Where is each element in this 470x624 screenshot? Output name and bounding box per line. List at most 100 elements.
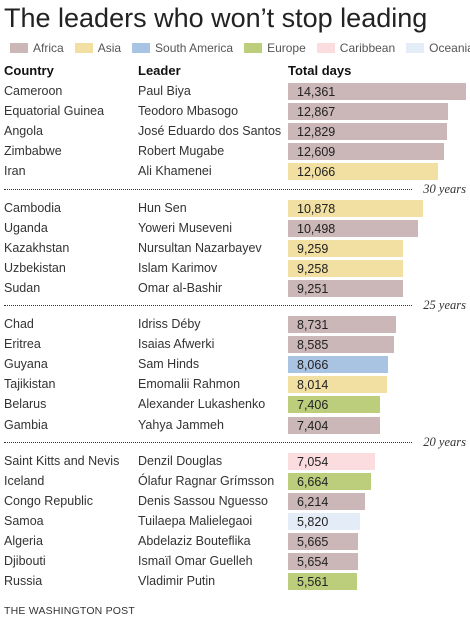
leader-label: Alexander Lukashenko	[138, 397, 266, 412]
bar-value-label: 12,829	[297, 125, 336, 140]
bar-saint-kitts-and-nevis	[288, 452, 376, 470]
table-row: Samoa Tuilaepa Malielegaoi 5,820	[0, 512, 470, 532]
bar-zimbabwe	[288, 143, 445, 161]
table-row: Algeria Abdelaziz Bouteflika 5,665	[0, 532, 470, 552]
legend-item-oceania: Oceania	[406, 41, 470, 55]
leader-label: Tuilaepa Malielegaoi	[138, 513, 253, 528]
source-credit: THE WASHINGTON POST	[4, 605, 135, 617]
bar-belarus	[288, 396, 380, 414]
country-label: Saint Kitts and Nevis	[4, 453, 120, 468]
country-label: Chad	[4, 317, 34, 331]
divider-line	[4, 305, 412, 306]
bar-value-label: 9,259	[297, 241, 329, 256]
bar-samoa	[288, 512, 361, 530]
bar-value-label: 8,014	[297, 378, 329, 393]
bar-value-label: 8,066	[297, 358, 329, 373]
legend-swatch	[10, 43, 28, 53]
chart-title: The leaders who won’t stop leading	[4, 3, 428, 33]
country-label: Gambia	[4, 417, 48, 432]
country-label: Iceland	[4, 473, 45, 488]
bar-value-label: 5,665	[297, 535, 329, 549]
legend-item-south-america: South America	[132, 41, 233, 55]
table-row: Eritrea Isaias Afwerki 8,585	[0, 335, 470, 355]
bar-djibouti	[288, 553, 359, 571]
legend-swatch	[74, 43, 93, 53]
bar-chad	[288, 316, 397, 333]
table-row: Uganda Yoweri Museveni 10,498	[0, 219, 470, 239]
table-row: Saint Kitts and Nevis Denzil Douglas 7,054	[0, 452, 470, 472]
divider-label: 20 years	[423, 434, 466, 449]
leader-label: Sam Hinds	[138, 357, 200, 372]
table-row: Uzbekistan Islam Karimov 9,258	[0, 259, 470, 279]
legend-swatch	[132, 43, 151, 53]
bar-equatorial-guinea	[288, 103, 448, 121]
leader-label: Hun Sen	[138, 200, 187, 215]
legend-label: Caribbean	[339, 41, 396, 55]
table-row: Sudan Omar al-Bashir 9,251	[0, 279, 470, 299]
bar-value-label: 12,066	[297, 165, 336, 180]
table-row: Zimbabwe Robert Mugabe 12,609	[0, 142, 470, 162]
table-row: Gambia Yahya Jammeh 7,404	[0, 416, 470, 436]
country-label: Cambodia	[4, 200, 61, 215]
column-header-country: Country	[4, 63, 54, 78]
leader-label: Denis Sassou Nguesso	[138, 493, 268, 508]
country-label: Algeria	[4, 534, 43, 548]
country-label: Sudan	[4, 280, 41, 295]
divider-label: 30 years	[423, 181, 466, 196]
bar-value-label: 6,664	[297, 474, 329, 489]
table-row: Congo Republic Denis Sassou Nguesso 6,214	[0, 492, 470, 512]
bar-value-label: 5,561	[297, 575, 329, 590]
bar-congo-republic	[288, 492, 365, 510]
table-row: Guyana Sam Hinds 8,066	[0, 355, 470, 375]
divider-line	[4, 188, 412, 190]
country-label: Eritrea	[4, 337, 41, 352]
bar-value-label: 6,214	[297, 494, 329, 509]
bar-uganda	[288, 219, 419, 237]
bar-gambia	[288, 416, 380, 434]
table-row: Kazakhstan Nursultan Nazarbayev 9,259	[0, 239, 470, 259]
bar-value-label: 8,731	[297, 318, 329, 332]
country-label: Belarus	[4, 397, 47, 412]
leader-label: Robert Mugabe	[138, 144, 225, 159]
country-label: Kazakhstan	[4, 240, 70, 255]
leader-label: Emomalii Rahmon	[138, 377, 241, 392]
country-label: Russia	[4, 574, 43, 589]
leader-label: José Eduardo dos Santos	[138, 124, 282, 139]
bar-sudan	[288, 279, 403, 297]
legend-item-asia: Asia	[74, 41, 122, 55]
column-header-leader: Leader	[138, 63, 181, 78]
leader-label: Teodoro Mbasogo	[138, 104, 239, 119]
bar-value-label: 5,820	[297, 514, 329, 529]
bar-guyana	[288, 356, 388, 374]
table-row: Angola José Eduardo dos Santos 12,829	[0, 122, 470, 142]
bar-value-label: 10,498	[297, 221, 336, 236]
bar-eritrea	[288, 336, 395, 354]
bar-value-label: 12,609	[297, 145, 336, 160]
table-row: Iceland Ólafur Ragnar Grímsson 6,664	[0, 472, 470, 492]
country-label: Guyana	[4, 357, 48, 372]
bar-kazakhstan	[288, 239, 403, 257]
leader-label: Ólafur Ragnar Grímsson	[138, 473, 275, 488]
bar-tajikistan	[288, 376, 388, 394]
country-label: Cameroon	[4, 84, 63, 98]
table-row: Equatorial Guinea Teodoro Mbasogo 12,867	[0, 102, 470, 122]
country-label: Equatorial Guinea	[4, 104, 105, 119]
leader-label: Yoweri Museveni	[138, 220, 233, 235]
bar-angola	[288, 123, 447, 141]
legend-label: South America	[155, 41, 234, 55]
legend: Africa Asia South America Europe Caribbean Oc…	[10, 40, 470, 56]
table-row: Cameroon Paul Biya 14,361	[0, 82, 470, 102]
legend-item-africa: Africa	[10, 41, 64, 55]
bar-value-label: 12,867	[297, 105, 336, 120]
leader-label: Vladimir Putin	[138, 574, 216, 589]
legend-label: Europe	[267, 41, 306, 55]
tenure-threshold-divider: 30 years	[0, 182, 470, 196]
bar-value-label: 10,878	[297, 201, 336, 216]
table-row: Belarus Alexander Lukashenko 7,406	[0, 395, 470, 415]
divider-label: 25 years	[423, 298, 466, 312]
legend-label: Asia	[97, 41, 122, 55]
table-row: Iran Ali Khamenei 12,066	[0, 162, 470, 182]
country-label: Angola	[4, 124, 43, 139]
leader-label: Ismaïl Omar Guelleh	[138, 554, 253, 569]
